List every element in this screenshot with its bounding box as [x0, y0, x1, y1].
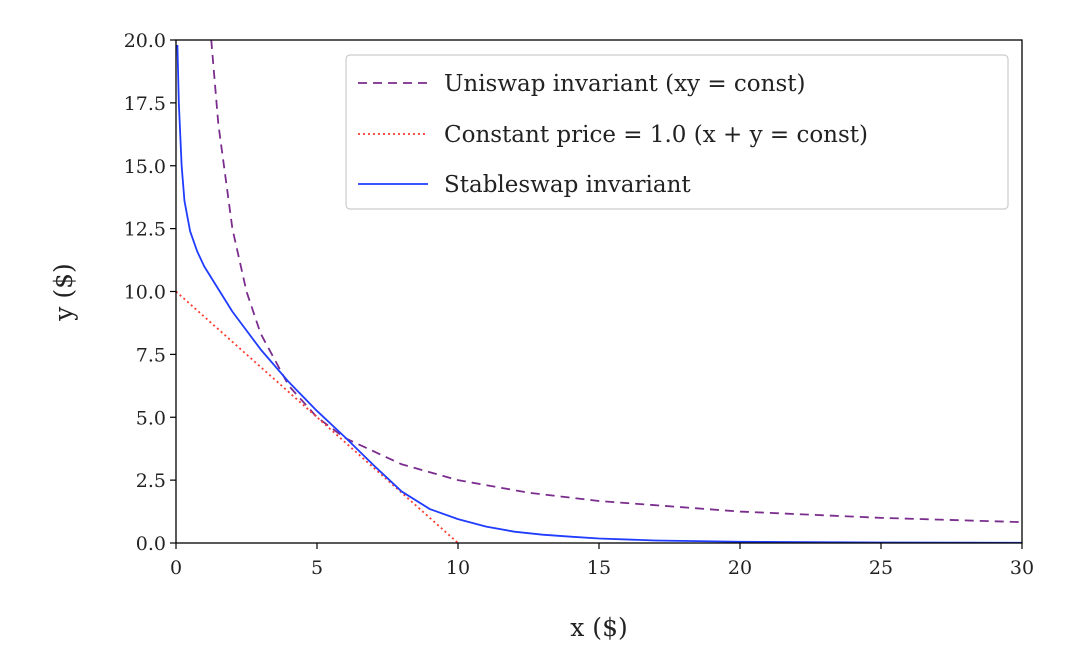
y-tick-label: 0.0 [136, 533, 166, 555]
y-tick-label: 15.0 [124, 156, 166, 178]
legend-label-0: Uniswap invariant (xy = const) [444, 71, 806, 97]
x-tick-label: 0 [170, 557, 182, 579]
y-tick-label: 10.0 [124, 282, 166, 304]
legend-label-1: Constant price = 1.0 (x + y = const) [444, 122, 868, 148]
x-axis-label: x ($) [570, 613, 627, 642]
series-layer [176, 40, 1022, 543]
y-tick-label: 12.5 [124, 219, 166, 241]
series-line-2 [176, 45, 1022, 543]
x-tick-label: 15 [587, 557, 611, 579]
x-axis: 0 5 10 15 20 25 30 [170, 543, 1034, 579]
x-tick-label: 20 [728, 557, 752, 579]
legend-label-2: Stableswap invariant [444, 172, 691, 198]
y-axis-label: y ($) [49, 263, 78, 321]
legend-box [345, 54, 1009, 210]
legend: Uniswap invariant (xy = const) Constant p… [345, 54, 1009, 210]
x-tick-label: 30 [1010, 557, 1034, 579]
x-tick-label: 25 [869, 557, 893, 579]
y-tick-label: 17.5 [124, 93, 166, 115]
y-tick-label: 5.0 [136, 407, 166, 429]
y-tick-label: 7.5 [136, 344, 166, 366]
x-tick-label: 5 [311, 557, 323, 579]
y-tick-label: 2.5 [136, 470, 166, 492]
x-tick-label: 10 [446, 557, 470, 579]
y-tick-label: 20.0 [124, 30, 166, 52]
y-axis: 0.0 2.5 5.0 7.5 10.0 12.5 15.0 17.5 20.0 [124, 30, 176, 555]
